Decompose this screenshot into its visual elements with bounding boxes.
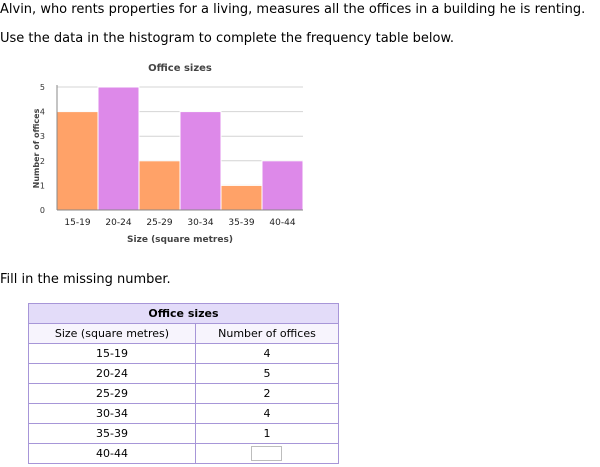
- size-cell: 20-24: [28, 363, 196, 384]
- histogram-bar: [138, 160, 181, 211]
- question-text-line-1: Alvin, who rents properties for a living…: [0, 2, 586, 17]
- x-tick-label: 15-19: [64, 218, 90, 228]
- table-row: 20-24 5: [28, 363, 340, 384]
- size-cell: 15-19: [28, 343, 196, 364]
- x-tick-label: 25-29: [146, 218, 172, 228]
- table-row: 40-44: [28, 443, 340, 464]
- answer-input[interactable]: [251, 446, 283, 461]
- y-tick-label: 1: [40, 181, 45, 190]
- x-tick-label: 20-24: [105, 218, 131, 228]
- table-row: 35-39 1: [28, 423, 340, 444]
- histogram-chart: 0 1 2 3 4 5 15-19 20-24 25-29 30-34 35-39 40-44 Offi…: [32, 63, 304, 245]
- size-cell: 25-29: [28, 383, 196, 404]
- size-cell: 40-44: [28, 443, 196, 464]
- count-cell: 4: [194, 343, 340, 364]
- y-tick-label: 0: [40, 206, 45, 215]
- fill-prompt: Fill in the missing number.: [0, 272, 171, 287]
- histogram-bar: [220, 184, 263, 211]
- histogram-bar: [56, 111, 99, 211]
- table-row: 25-29 2: [28, 383, 340, 404]
- size-cell: 35-39: [28, 423, 196, 444]
- count-cell: 2: [194, 383, 340, 404]
- histogram-bar: [261, 160, 304, 211]
- count-cell: 5: [194, 363, 340, 384]
- y-axis-label: Number of offices: [32, 108, 41, 188]
- count-cell: 4: [194, 403, 340, 424]
- table-row: 30-34 4: [28, 403, 340, 424]
- count-cell: 1: [194, 423, 340, 444]
- y-tick-label: 4: [40, 108, 45, 117]
- x-tick-label: 40-44: [269, 218, 295, 228]
- y-tick-label: 5: [40, 83, 45, 92]
- histogram-bar: [97, 86, 140, 211]
- chart-title: Office sizes: [148, 63, 212, 74]
- x-axis-label: Size (square metres): [127, 235, 233, 245]
- frequency-table: Office sizes Size (square metres) Number…: [28, 303, 340, 464]
- column-header-count: Number of offices: [194, 323, 340, 344]
- question-text-line-2: Use the data in the histogram to complet…: [0, 31, 455, 46]
- table-title: Office sizes: [28, 303, 339, 324]
- x-tick-label: 35-39: [228, 218, 254, 228]
- count-cell-input: [194, 443, 340, 464]
- histogram-bar: [179, 111, 222, 211]
- size-cell: 30-34: [28, 403, 196, 424]
- y-tick-label: 3: [40, 132, 45, 141]
- table-row: 15-19 4: [28, 343, 340, 364]
- column-header-size: Size (square metres): [28, 323, 196, 344]
- y-tick-label: 2: [40, 157, 45, 166]
- x-tick-label: 30-34: [187, 218, 213, 228]
